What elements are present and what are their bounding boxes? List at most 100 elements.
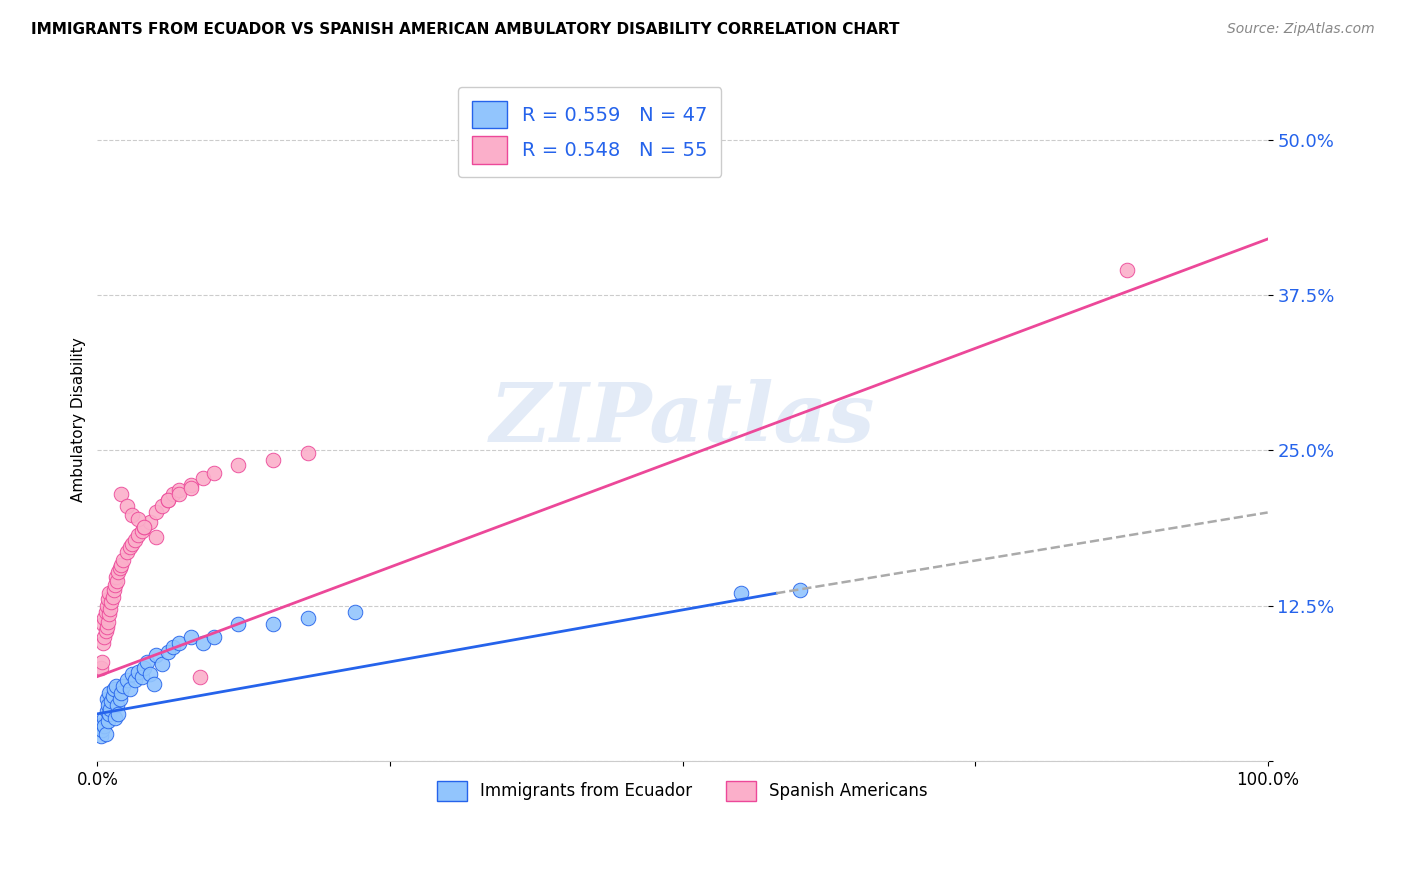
Point [93,710,115,724]
Point [103,681,125,696]
Point [156,493,179,508]
Point [162,640,184,654]
Point [191,636,214,650]
Point [98,686,121,700]
Point [91,655,114,669]
Point [104,710,127,724]
Point [188,669,211,683]
Text: ZIPatlas: ZIPatlas [489,379,876,459]
Point [98,607,121,622]
Point [156,493,179,508]
Point [103,582,125,597]
Point [97,714,120,729]
Point [98,586,121,600]
Point [112,552,135,566]
Point [162,487,184,501]
Point [96,599,118,613]
Point [91,636,114,650]
Point [297,446,319,460]
Point [108,692,131,706]
Point [105,680,128,694]
Point [226,617,249,632]
Point [105,574,128,588]
Point [98,602,121,616]
Legend: Immigrants from Ecuador, Spanish Americans: Immigrants from Ecuador, Spanish America… [423,767,941,814]
Point [343,605,366,619]
Point [110,487,132,501]
Point [145,530,167,544]
Point [108,561,131,575]
Point [90,729,112,743]
Point [104,577,127,591]
Point [94,624,117,638]
Point [94,605,117,619]
Point [101,690,124,704]
Point [97,592,120,607]
Point [90,661,112,675]
Point [145,506,167,520]
Point [134,661,156,675]
Point [127,528,149,542]
Point [91,716,114,731]
Y-axis label: Ambulatory Disability: Ambulatory Disability [72,337,86,501]
Point [124,533,146,547]
Point [96,692,118,706]
Point [97,698,120,713]
Point [169,483,191,497]
Point [789,582,811,597]
Point [121,536,143,550]
Point [93,611,115,625]
Point [91,723,114,737]
Point [98,706,121,721]
Point [115,545,138,559]
Point [131,669,153,683]
Point [105,570,128,584]
Point [150,657,173,672]
Point [142,677,165,691]
Point [115,673,138,688]
Point [105,698,128,713]
Text: Source: ZipAtlas.com: Source: ZipAtlas.com [1227,22,1375,37]
Point [202,630,225,644]
Point [169,636,191,650]
Point [180,481,202,495]
Point [93,630,115,644]
Point [124,673,146,688]
Point [120,681,142,696]
Point [121,508,143,522]
Point [150,500,173,514]
Point [121,667,143,681]
Point [100,595,122,609]
Point [139,516,162,530]
Point [191,471,214,485]
Point [107,706,129,721]
Point [110,686,132,700]
Point [91,617,114,632]
Point [180,478,202,492]
Point [1116,263,1139,277]
Point [98,702,121,716]
Point [730,586,752,600]
Point [127,665,149,679]
Point [202,466,225,480]
Point [97,615,120,629]
Point [145,648,167,663]
Point [139,667,162,681]
Point [127,511,149,525]
Text: IMMIGRANTS FROM ECUADOR VS SPANISH AMERICAN AMBULATORY DISABILITY CORRELATION CH: IMMIGRANTS FROM ECUADOR VS SPANISH AMERI… [31,22,900,37]
Point [93,719,115,733]
Point [120,541,142,555]
Point [100,694,122,708]
Point [135,655,157,669]
Point [107,565,129,579]
Point [112,680,135,694]
Point [96,620,118,634]
Point [262,453,284,467]
Point [94,727,117,741]
Point [169,487,191,501]
Point [297,611,319,625]
Point [134,520,156,534]
Point [134,520,156,534]
Point [101,590,124,604]
Point [180,630,202,644]
